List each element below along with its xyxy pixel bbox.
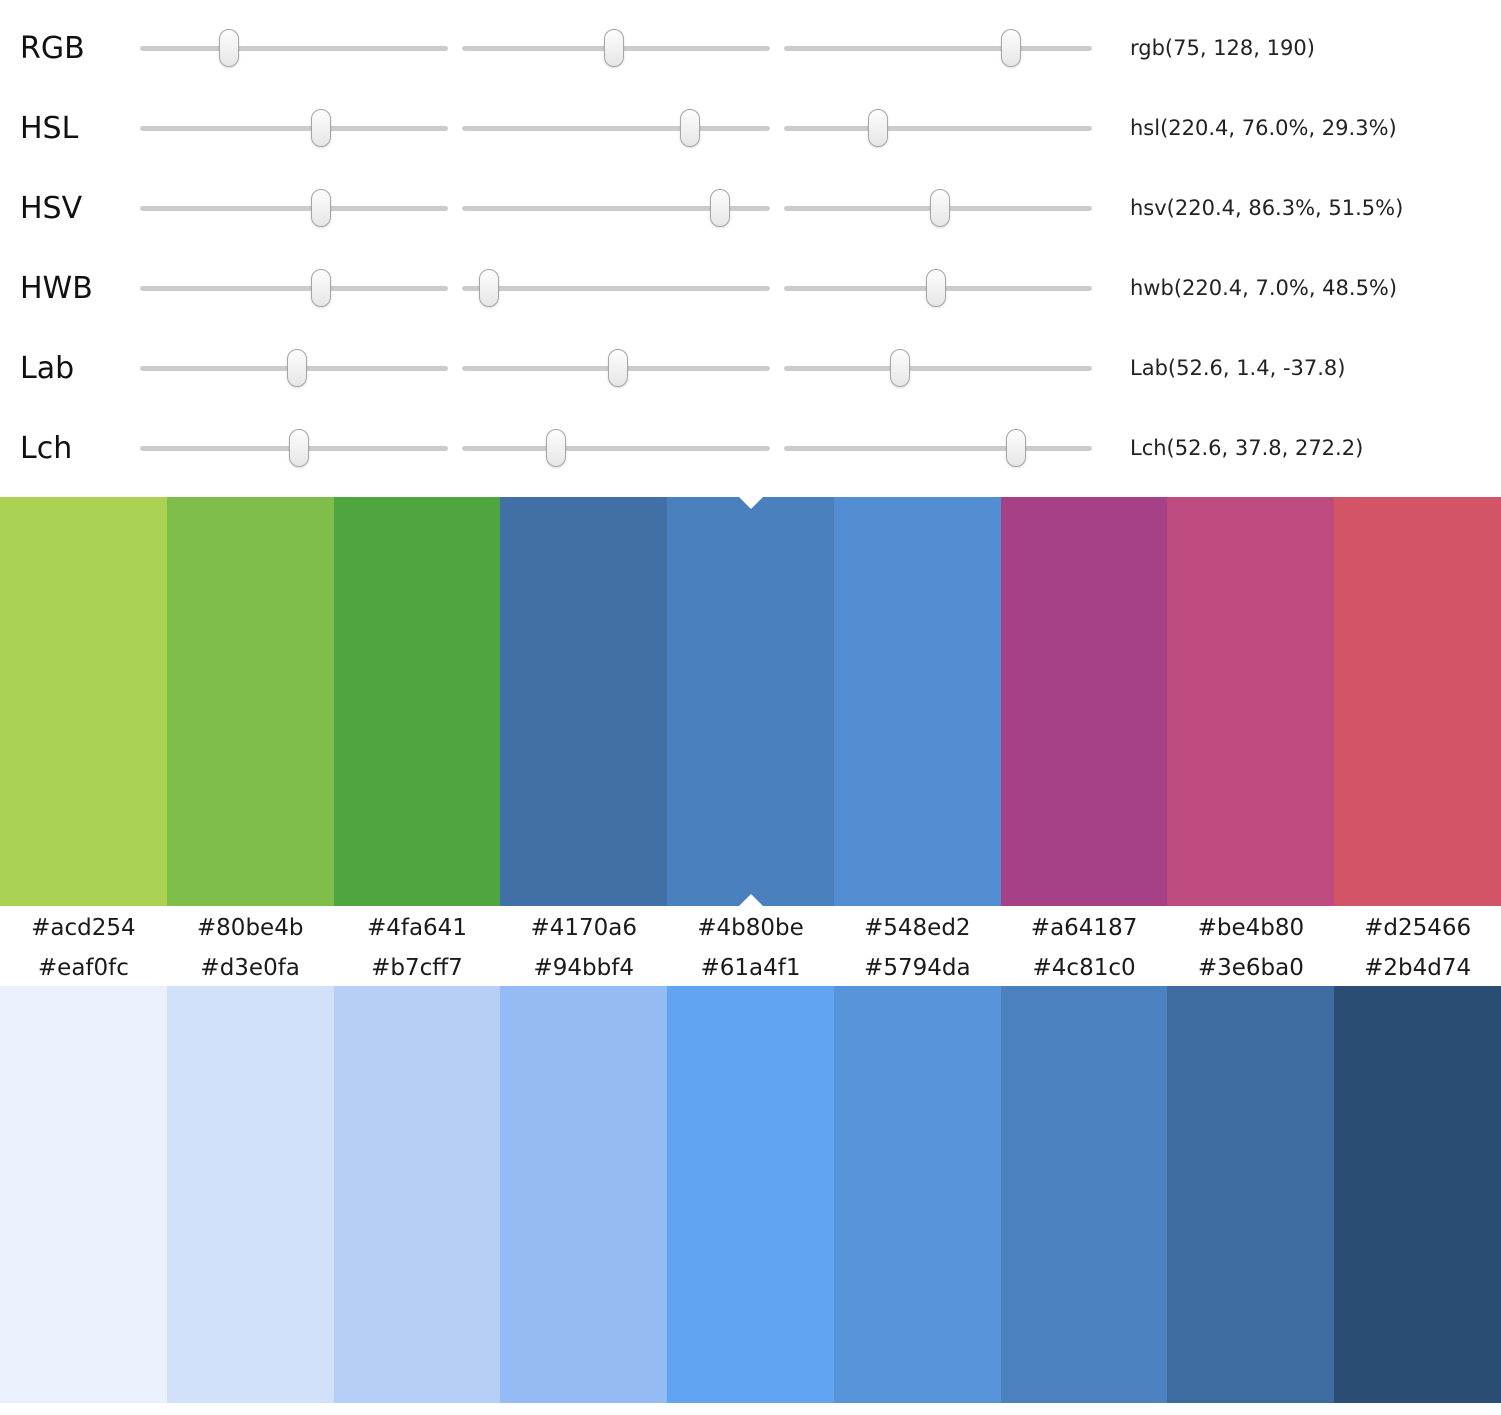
- palette-top-hex-labels: #acd254 #80be4b #4fa641 #4170a6 #4b80be …: [0, 906, 1501, 950]
- swatch-hex-label: #2b4d74: [1364, 955, 1472, 981]
- lch-thumb-2[interactable]: [546, 429, 567, 467]
- model-label-hsl: HSL: [20, 110, 79, 146]
- rgb-thumb-2[interactable]: [604, 29, 625, 67]
- lch-thumb-1[interactable]: [288, 429, 309, 467]
- lch-track-2[interactable]: [462, 429, 770, 467]
- swatch-hex-label: #d25466: [1364, 915, 1472, 941]
- hsl-value-text: hsl(220.4, 76.0%, 29.3%): [1130, 116, 1397, 140]
- swatch-hex-label: #61a4f1: [700, 955, 801, 981]
- swatch[interactable]: [500, 497, 668, 906]
- swatch-hex-label: #3e6ba0: [1197, 955, 1304, 981]
- hwb-thumb-1[interactable]: [310, 269, 331, 307]
- swatch[interactable]: [500, 986, 668, 1403]
- hwb-thumb-2[interactable]: [479, 269, 500, 307]
- lab-value-text: Lab(52.6, 1.4, -37.8): [1130, 356, 1346, 380]
- color-model-row-hwb: HWB hwb(220.4, 7.0%, 48.5%): [0, 248, 1501, 328]
- palette-bottom-hex-labels: #eaf0fc #d3e0fa #b7cff7 #94bbf4 #61a4f1 …: [0, 950, 1501, 986]
- swatch[interactable]: [0, 497, 167, 906]
- swatch-hex-label: #be4b80: [1197, 915, 1305, 941]
- selected-swatch-notch-top-icon: [738, 497, 763, 509]
- palette-top-strip: [0, 497, 1501, 906]
- swatch-hex-label: #548ed2: [864, 915, 971, 941]
- swatch-hex-label: #eaf0fc: [37, 955, 129, 981]
- hwb-track-3[interactable]: [784, 269, 1092, 307]
- model-label-lch: Lch: [20, 430, 73, 466]
- lab-thumb-3[interactable]: [890, 349, 911, 387]
- hsl-thumb-3[interactable]: [867, 109, 888, 147]
- swatch-hex-label: #b7cff7: [371, 955, 463, 981]
- swatch[interactable]: [166, 986, 334, 1403]
- model-label-hwb: HWB: [20, 270, 93, 306]
- hwb-track-1[interactable]: [140, 269, 448, 307]
- hsv-track-3[interactable]: [784, 189, 1092, 227]
- swatch-hex-label: #4170a6: [530, 915, 637, 941]
- hsv-track-1[interactable]: [140, 189, 448, 227]
- hsv-thumb-2[interactable]: [709, 189, 730, 227]
- hsv-track-2[interactable]: [462, 189, 770, 227]
- rgb-track-2[interactable]: [462, 29, 770, 67]
- hsl-track-3[interactable]: [784, 109, 1092, 147]
- hsv-thumb-3[interactable]: [930, 189, 951, 227]
- swatch-hex-label: #acd254: [31, 915, 136, 941]
- rgb-value-text: rgb(75, 128, 190): [1130, 36, 1315, 60]
- hsl-track-1[interactable]: [140, 109, 448, 147]
- swatch[interactable]: [833, 986, 1001, 1403]
- lab-thumb-2[interactable]: [607, 349, 628, 387]
- swatch-hex-label: #4fa641: [366, 915, 467, 941]
- swatch-hex-label: #80be4b: [196, 915, 304, 941]
- lch-thumb-3[interactable]: [1006, 429, 1027, 467]
- swatch[interactable]: [1167, 497, 1335, 906]
- color-model-row-hsl: HSL hsl(220.4, 76.0%, 29.3%): [0, 88, 1501, 168]
- swatch[interactable]: [166, 497, 334, 906]
- swatch-hex-label: #a64187: [1030, 915, 1138, 941]
- model-label-rgb: RGB: [20, 30, 85, 66]
- hwb-value-text: hwb(220.4, 7.0%, 48.5%): [1130, 276, 1398, 300]
- swatch-selected[interactable]: [667, 497, 834, 906]
- model-label-lab: Lab: [20, 350, 75, 386]
- swatch[interactable]: [0, 986, 167, 1403]
- lch-track-3[interactable]: [784, 429, 1092, 467]
- hsv-value-text: hsv(220.4, 86.3%, 51.5%): [1130, 196, 1404, 220]
- rgb-thumb-3[interactable]: [1001, 29, 1022, 67]
- hsv-thumb-1[interactable]: [310, 189, 331, 227]
- lab-track-1[interactable]: [140, 349, 448, 387]
- color-model-row-lch: Lch Lch(52.6, 37.8, 272.2): [0, 408, 1501, 488]
- swatch-hex-label: #5794da: [864, 955, 971, 981]
- lab-track-2[interactable]: [462, 349, 770, 387]
- rgb-track-3[interactable]: [784, 29, 1092, 67]
- swatch[interactable]: [1334, 986, 1501, 1403]
- color-model-row-lab: Lab Lab(52.6, 1.4, -37.8): [0, 328, 1501, 408]
- hwb-track-2[interactable]: [462, 269, 770, 307]
- hsl-track-2[interactable]: [462, 109, 770, 147]
- swatch[interactable]: [667, 986, 834, 1403]
- swatch[interactable]: [833, 497, 1001, 906]
- swatch[interactable]: [333, 986, 501, 1403]
- swatch[interactable]: [1000, 497, 1168, 906]
- color-model-row-rgb: RGB rgb(75, 128, 190): [0, 8, 1501, 88]
- rgb-track-1[interactable]: [140, 29, 448, 67]
- lab-thumb-1[interactable]: [287, 349, 308, 387]
- model-label-hsv: HSV: [20, 190, 83, 226]
- lch-track-1[interactable]: [140, 429, 448, 467]
- swatch-hex-label: #d3e0fa: [200, 955, 300, 981]
- swatch[interactable]: [1334, 497, 1501, 906]
- hwb-thumb-3[interactable]: [925, 269, 946, 307]
- swatch-hex-label: #4c81c0: [1032, 955, 1136, 981]
- color-model-sliders: RGB rgb(75, 128, 190) HSL hsl(220.4, 76.…: [0, 0, 1501, 488]
- selected-swatch-notch-bottom-icon: [738, 894, 763, 906]
- swatch[interactable]: [333, 497, 501, 906]
- swatch-hex-label: #4b80be: [697, 915, 804, 941]
- hsl-thumb-2[interactable]: [679, 109, 700, 147]
- rgb-thumb-1[interactable]: [219, 29, 240, 67]
- lch-value-text: Lch(52.6, 37.8, 272.2): [1130, 436, 1364, 460]
- lab-track-3[interactable]: [784, 349, 1092, 387]
- swatch[interactable]: [1000, 986, 1168, 1403]
- swatch-hex-label: #94bbf4: [533, 955, 634, 981]
- palette-bottom-strip: [0, 986, 1501, 1403]
- swatch[interactable]: [1167, 986, 1335, 1403]
- hsl-thumb-1[interactable]: [310, 109, 331, 147]
- color-model-row-hsv: HSV hsv(220.4, 86.3%, 51.5%): [0, 168, 1501, 248]
